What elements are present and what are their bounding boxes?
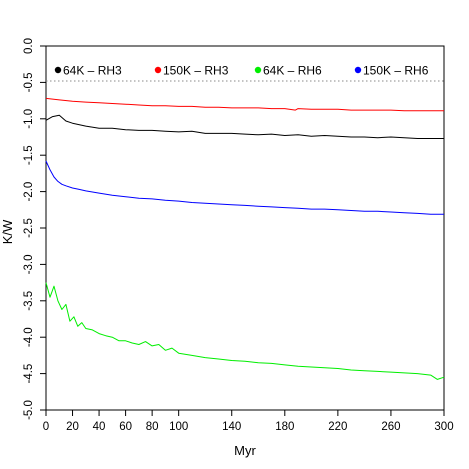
legend-marker: [354, 66, 362, 74]
y-tick-label: -3.0: [23, 254, 35, 274]
legend-label: 64K – RH6: [263, 64, 322, 78]
y-tick-label: -5.0: [23, 400, 35, 420]
y-tick-label: -1.5: [23, 145, 35, 165]
x-tick-label: 0: [43, 421, 49, 433]
legend-marker: [54, 66, 62, 74]
x-axis: 0 20 40 60 80 100 140 180 220 260 300: [43, 410, 454, 433]
x-axis-title: Myr: [234, 443, 256, 458]
x-tick-label: 60: [119, 421, 132, 433]
plot-frame: [45, 45, 445, 411]
legend-label: 64K – RH3: [63, 64, 122, 78]
legend: 64K – RH3 150K – RH3 64K – RH6 150K – RH6: [54, 64, 429, 78]
series-line: [45, 97, 444, 112]
x-tick-label: 260: [381, 421, 400, 433]
x-tick-label: 140: [222, 421, 241, 433]
y-tick-label: -2.0: [23, 182, 35, 202]
series-line: [45, 160, 444, 215]
legend-marker: [154, 66, 162, 74]
y-tick-label: -3.5: [23, 291, 35, 311]
x-tick-label: 20: [66, 421, 79, 433]
legend-label: 150K – RH6: [363, 64, 429, 78]
x-tick-label: 40: [93, 421, 106, 433]
y-axis-title: K/W: [0, 219, 15, 244]
x-tick-label: 180: [275, 421, 294, 433]
y-tick-label: -1.0: [23, 109, 35, 129]
y-tick-label: -0.5: [23, 72, 35, 92]
y-tick-label: -4.0: [23, 327, 35, 347]
y-tick-label: -4.5: [23, 364, 35, 384]
legend-marker: [254, 66, 262, 74]
legend-label: 150K – RH3: [163, 64, 229, 78]
y-tick-label: -2.5: [23, 218, 35, 238]
series-group: [45, 97, 445, 380]
series-line: [45, 282, 445, 380]
series-line: [45, 114, 444, 139]
y-tick-label: 0.0: [23, 38, 35, 54]
y-axis: 0.0 -0.5 -1.0 -1.5 -2.0 -2.5 -3.0 -3.5 -4.0 -4.5 -…: [23, 38, 46, 420]
x-tick-label: 300: [434, 421, 453, 433]
x-tick-label: 80: [146, 421, 159, 433]
x-tick-label: 220: [328, 421, 347, 433]
x-tick-label: 100: [169, 421, 188, 433]
